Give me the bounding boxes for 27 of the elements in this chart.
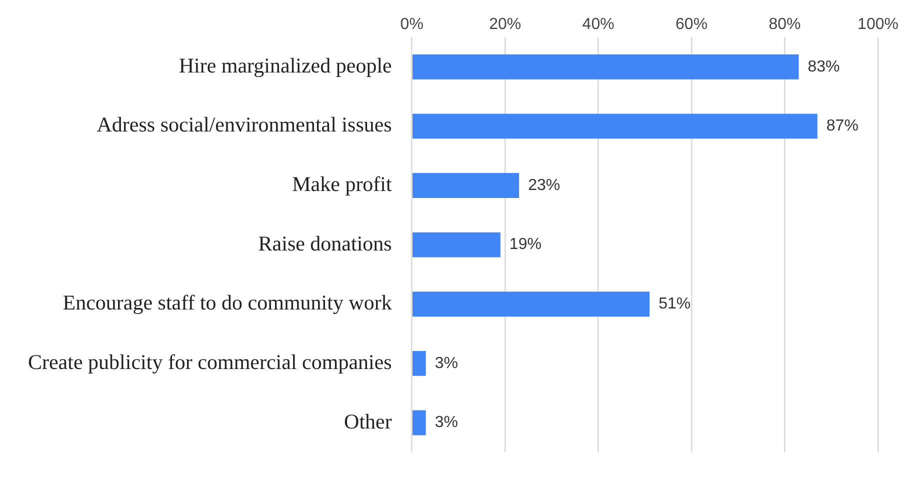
data-label: 3%: [434, 354, 458, 372]
y-tick-label: Encourage staff to do community work: [62, 290, 392, 315]
bar: [412, 232, 500, 258]
data-label: 23%: [528, 176, 560, 194]
data-label: 3%: [434, 414, 458, 432]
bar: [412, 410, 426, 436]
x-tick-label: 100%: [858, 16, 898, 34]
y-tick-label: Adress social/environmental issues: [96, 112, 392, 137]
data-label: 19%: [509, 236, 542, 254]
x-tick-label: 20%: [489, 16, 522, 34]
bar: [412, 114, 818, 139]
bar: [412, 292, 650, 317]
y-tick-label: Create publicity for commercial companies: [28, 350, 392, 374]
bar: [412, 54, 799, 80]
y-tick-label: Hire marginalized people: [178, 53, 392, 78]
x-tick-label: 60%: [676, 16, 708, 34]
bar: [412, 350, 426, 376]
y-tick-label: Other: [344, 409, 392, 434]
y-tick-label: Make profit: [292, 172, 392, 196]
x-tick-label: 40%: [582, 16, 614, 34]
data-label: 87%: [826, 118, 858, 135]
y-tick-label: Raise donations: [258, 231, 392, 256]
data-label: 83%: [808, 58, 840, 76]
x-tick-label: 80%: [768, 16, 801, 34]
x-tick-label: 0%: [400, 16, 424, 34]
data-label: 51%: [658, 296, 691, 313]
bar: [412, 173, 520, 198]
